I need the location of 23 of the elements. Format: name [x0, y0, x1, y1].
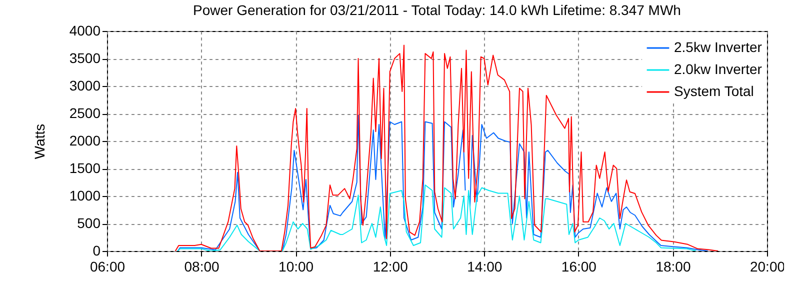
x-tick-label: 12:00: [372, 258, 408, 274]
y-tick-label: 4000: [69, 22, 101, 38]
legend-label: 2.5kw Inverter: [674, 39, 762, 55]
legend-label: 2.0kw Inverter: [674, 61, 762, 77]
chart-title: Power Generation for 03/21/2011 - Total Today: 14.0 kWh Lifetime: 8.347 MWh: [193, 2, 681, 18]
y-tick-label: 2000: [69, 132, 101, 148]
x-tick-label: 08:00: [184, 258, 220, 274]
y-tick-label: 1500: [69, 160, 101, 176]
y-tick-label: 3000: [69, 78, 101, 94]
x-tick-label: 06:00: [90, 258, 126, 274]
x-tick-label: 10:00: [278, 258, 314, 274]
y-tick-label: 0: [92, 242, 101, 258]
y-tick-label: 1000: [69, 188, 101, 204]
y-tick-label: 500: [77, 215, 101, 231]
y-axis-title: Watts: [31, 124, 48, 160]
x-tick-label: 18:00: [656, 258, 691, 274]
y-tick-label: 2500: [69, 105, 101, 121]
line-series: [177, 184, 697, 251]
y-tick-label: 3500: [69, 50, 101, 66]
x-tick-label: 14:00: [467, 258, 502, 274]
x-tick-label: 16:00: [561, 258, 597, 274]
x-tick-label: 20:00: [750, 258, 786, 274]
legend-label: System Total: [674, 83, 754, 99]
